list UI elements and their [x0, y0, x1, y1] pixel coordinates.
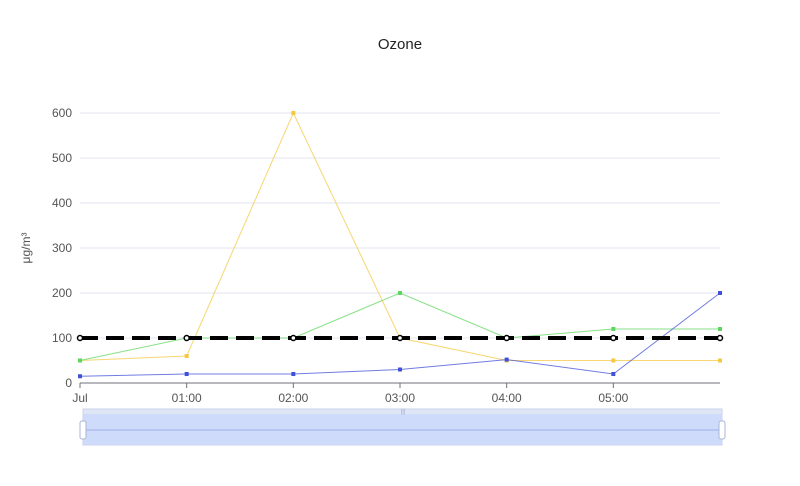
data-zoom-slider[interactable]: |||: [79, 408, 726, 446]
series-line-1: [79, 292, 720, 361]
y-tick-label: 100: [52, 331, 72, 345]
y-axis-ticks: 0 100 200 300 400 500 600: [52, 106, 72, 390]
data-point[interactable]: [611, 358, 616, 363]
data-point[interactable]: [78, 358, 82, 363]
data-point[interactable]: [183, 334, 190, 342]
series-line-0: [79, 111, 720, 361]
slider-left-handle[interactable]: [79, 420, 87, 440]
data-point[interactable]: [398, 291, 402, 295]
data-point[interactable]: [718, 358, 722, 363]
data-point[interactable]: [718, 327, 722, 331]
y-tick-label: 300: [52, 241, 72, 255]
y-axis-label: μg/m³: [19, 233, 33, 264]
data-point[interactable]: [398, 367, 402, 372]
y-tick-label: 0: [65, 376, 72, 390]
chart-title: Ozone: [378, 36, 422, 53]
x-tick-label: 02:00: [278, 391, 308, 405]
series-lines: [76, 111, 724, 379]
data-point[interactable]: [291, 372, 296, 376]
x-tick-label: 05:00: [598, 391, 628, 405]
data-point[interactable]: [504, 357, 509, 362]
data-point[interactable]: [611, 372, 616, 376]
x-tick-label: 03:00: [385, 391, 415, 405]
data-point[interactable]: [291, 111, 296, 115]
y-tick-label: 600: [52, 106, 72, 120]
y-tick-label: 500: [52, 151, 72, 165]
data-point[interactable]: [503, 334, 510, 342]
data-point[interactable]: [716, 334, 724, 342]
data-point[interactable]: [718, 291, 722, 295]
x-axis: Jul 01:00 02:00 03:00 04:00 05:00: [72, 382, 720, 405]
slider-right-handle[interactable]: [718, 420, 726, 440]
data-point[interactable]: [184, 372, 189, 376]
y-tick-label: 200: [52, 286, 72, 300]
series-line-2: [79, 292, 721, 377]
data-point[interactable]: [76, 334, 84, 342]
data-point[interactable]: [78, 374, 82, 379]
data-point[interactable]: [611, 327, 616, 331]
slider-top-handle[interactable]: |||: [401, 409, 406, 415]
data-point[interactable]: [610, 334, 617, 342]
x-tick-label: Jul: [72, 391, 87, 405]
data-point[interactable]: [290, 334, 297, 342]
grid-lines: [80, 112, 720, 339]
x-tick-label: 01:00: [172, 391, 202, 405]
y-tick-label: 400: [52, 196, 72, 210]
x-tick-label: 04:00: [492, 391, 522, 405]
data-point[interactable]: [184, 354, 189, 358]
data-point[interactable]: [396, 334, 404, 342]
